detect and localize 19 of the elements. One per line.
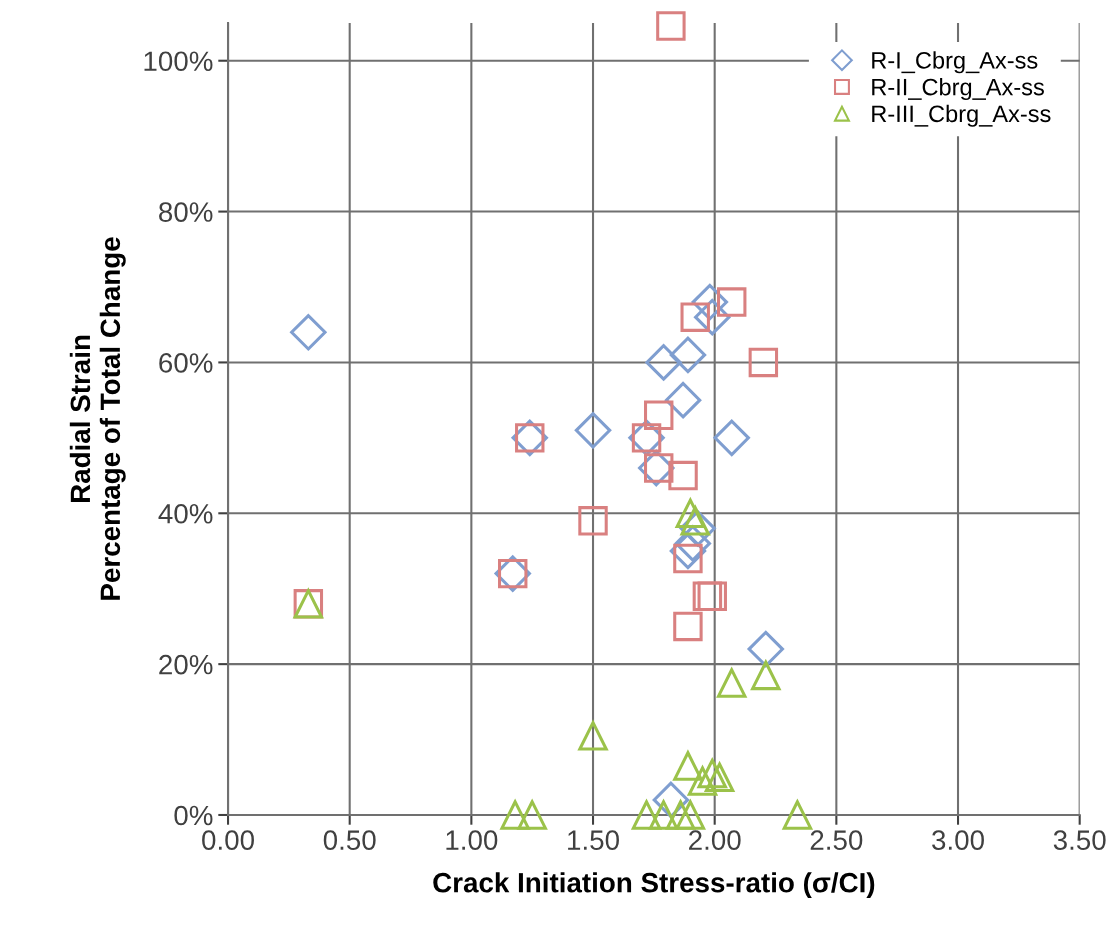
x-tick-label: 0.00 [202, 830, 254, 850]
legend-label: R-I_Cbrg_Ax-ss [872, 51, 1038, 74]
y-tick-label: 100% [144, 51, 213, 72]
x-tick-label: 1.00 [446, 830, 498, 850]
y-tick-label: 60% [159, 353, 213, 373]
x-tick-label: 0.50 [323, 830, 376, 850]
y-tick-label: 20% [159, 654, 213, 675]
x-tick-label: 1.50 [568, 830, 619, 850]
x-tick-label: 3.00 [932, 830, 984, 850]
y-tick-label: 80% [159, 202, 213, 222]
x-tick-label: 2.50 [810, 830, 863, 850]
x-axis-title: Crack Initiation Stress-ratio (σ/CI) [433, 872, 875, 899]
x-tick-label: 2.00 [689, 830, 741, 850]
y-tick-label: 0% [174, 805, 213, 826]
legend-label: R-III_Cbrg_Ax-ss [872, 104, 1051, 127]
y-axis-title: Radial Strain Percentage of Total Change [69, 237, 126, 600]
legend-label: R-II_Cbrg_Ax-ss [872, 78, 1044, 101]
x-tick-label: 3.50 [1053, 830, 1106, 850]
y-tick-label: 40% [158, 503, 213, 524]
